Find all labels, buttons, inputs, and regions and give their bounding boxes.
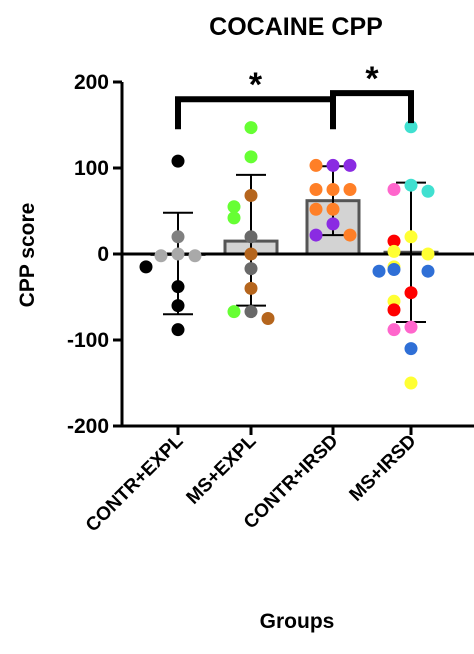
data-point xyxy=(404,286,418,300)
y-tick-label: -200 xyxy=(67,415,109,438)
data-point xyxy=(171,230,185,244)
data-point xyxy=(404,178,418,192)
data-point xyxy=(244,121,258,135)
x-tick-label: CONTR+EXPL xyxy=(82,430,188,536)
data-point xyxy=(227,200,241,214)
data-point xyxy=(404,120,418,134)
data-point xyxy=(261,312,275,325)
significance-bracket xyxy=(330,90,414,124)
data-point xyxy=(404,320,418,334)
significance-star: * xyxy=(249,66,263,104)
data-point xyxy=(244,262,258,276)
data-point xyxy=(421,184,435,198)
data-point xyxy=(421,247,435,261)
data-point xyxy=(171,280,185,294)
data-point xyxy=(343,183,357,196)
data-point xyxy=(387,303,401,317)
data-point xyxy=(343,228,357,242)
data-point xyxy=(244,247,258,261)
y-tick-label: 0 xyxy=(97,243,109,266)
chart-title: COCAINE CPP xyxy=(209,13,383,41)
data-point xyxy=(244,150,258,164)
data-point xyxy=(171,154,185,168)
x-tick-label: MS+EXPL xyxy=(183,430,261,508)
x-axis-label: Groups xyxy=(260,610,335,633)
data-point xyxy=(227,305,241,319)
data-point xyxy=(309,158,323,172)
data-point xyxy=(404,342,418,356)
data-point xyxy=(244,189,258,203)
plot-area: -200-1000100200CONTR+EXPLMS+EXPLCONTR+IR… xyxy=(67,60,474,536)
data-point xyxy=(421,264,435,278)
data-point xyxy=(387,323,401,337)
data-point xyxy=(244,230,258,244)
significance-star: * xyxy=(365,60,379,98)
data-point xyxy=(343,158,357,172)
y-axis-label: CPP score xyxy=(16,203,39,308)
data-point xyxy=(171,323,185,337)
data-point xyxy=(326,217,340,231)
data-point xyxy=(326,202,340,216)
y-tick-label: 100 xyxy=(74,157,109,180)
x-tick-label: MS+IRSD xyxy=(346,431,421,506)
y-tick-label: -100 xyxy=(67,329,109,352)
data-point xyxy=(387,234,401,248)
data-point xyxy=(309,183,323,196)
data-point xyxy=(387,262,401,276)
data-point xyxy=(244,281,258,295)
data-point xyxy=(372,264,386,278)
y-tick-label: 200 xyxy=(74,71,109,94)
data-point xyxy=(309,228,323,242)
data-point xyxy=(387,244,401,258)
data-point xyxy=(404,376,418,390)
data-point xyxy=(326,158,340,172)
data-point xyxy=(404,230,418,244)
data-point xyxy=(171,299,185,313)
data-point xyxy=(244,305,258,319)
data-point xyxy=(227,211,241,225)
data-point xyxy=(154,249,168,263)
data-point xyxy=(188,249,202,263)
data-point xyxy=(171,247,185,261)
data-point xyxy=(139,260,153,274)
data-point xyxy=(387,183,401,196)
data-point xyxy=(326,183,340,196)
data-point xyxy=(309,202,323,216)
